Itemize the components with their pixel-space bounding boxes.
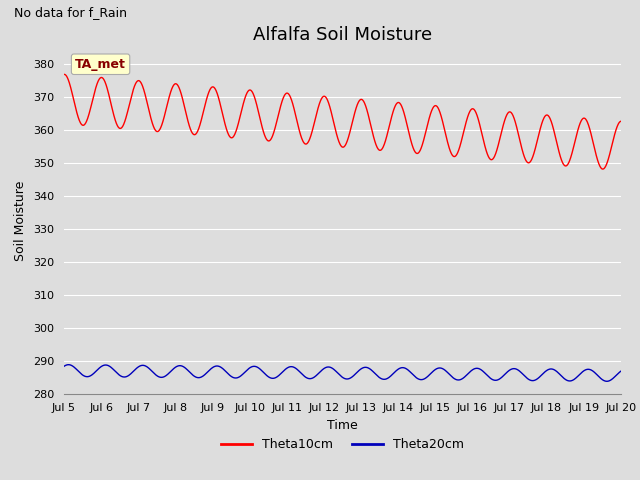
Title: Alfalfa Soil Moisture: Alfalfa Soil Moisture — [253, 25, 432, 44]
Y-axis label: Soil Moisture: Soil Moisture — [15, 180, 28, 261]
X-axis label: Time: Time — [327, 419, 358, 432]
Text: TA_met: TA_met — [75, 58, 126, 71]
Legend: Theta10cm, Theta20cm: Theta10cm, Theta20cm — [216, 433, 469, 456]
Text: No data for f_Rain: No data for f_Rain — [14, 7, 127, 20]
